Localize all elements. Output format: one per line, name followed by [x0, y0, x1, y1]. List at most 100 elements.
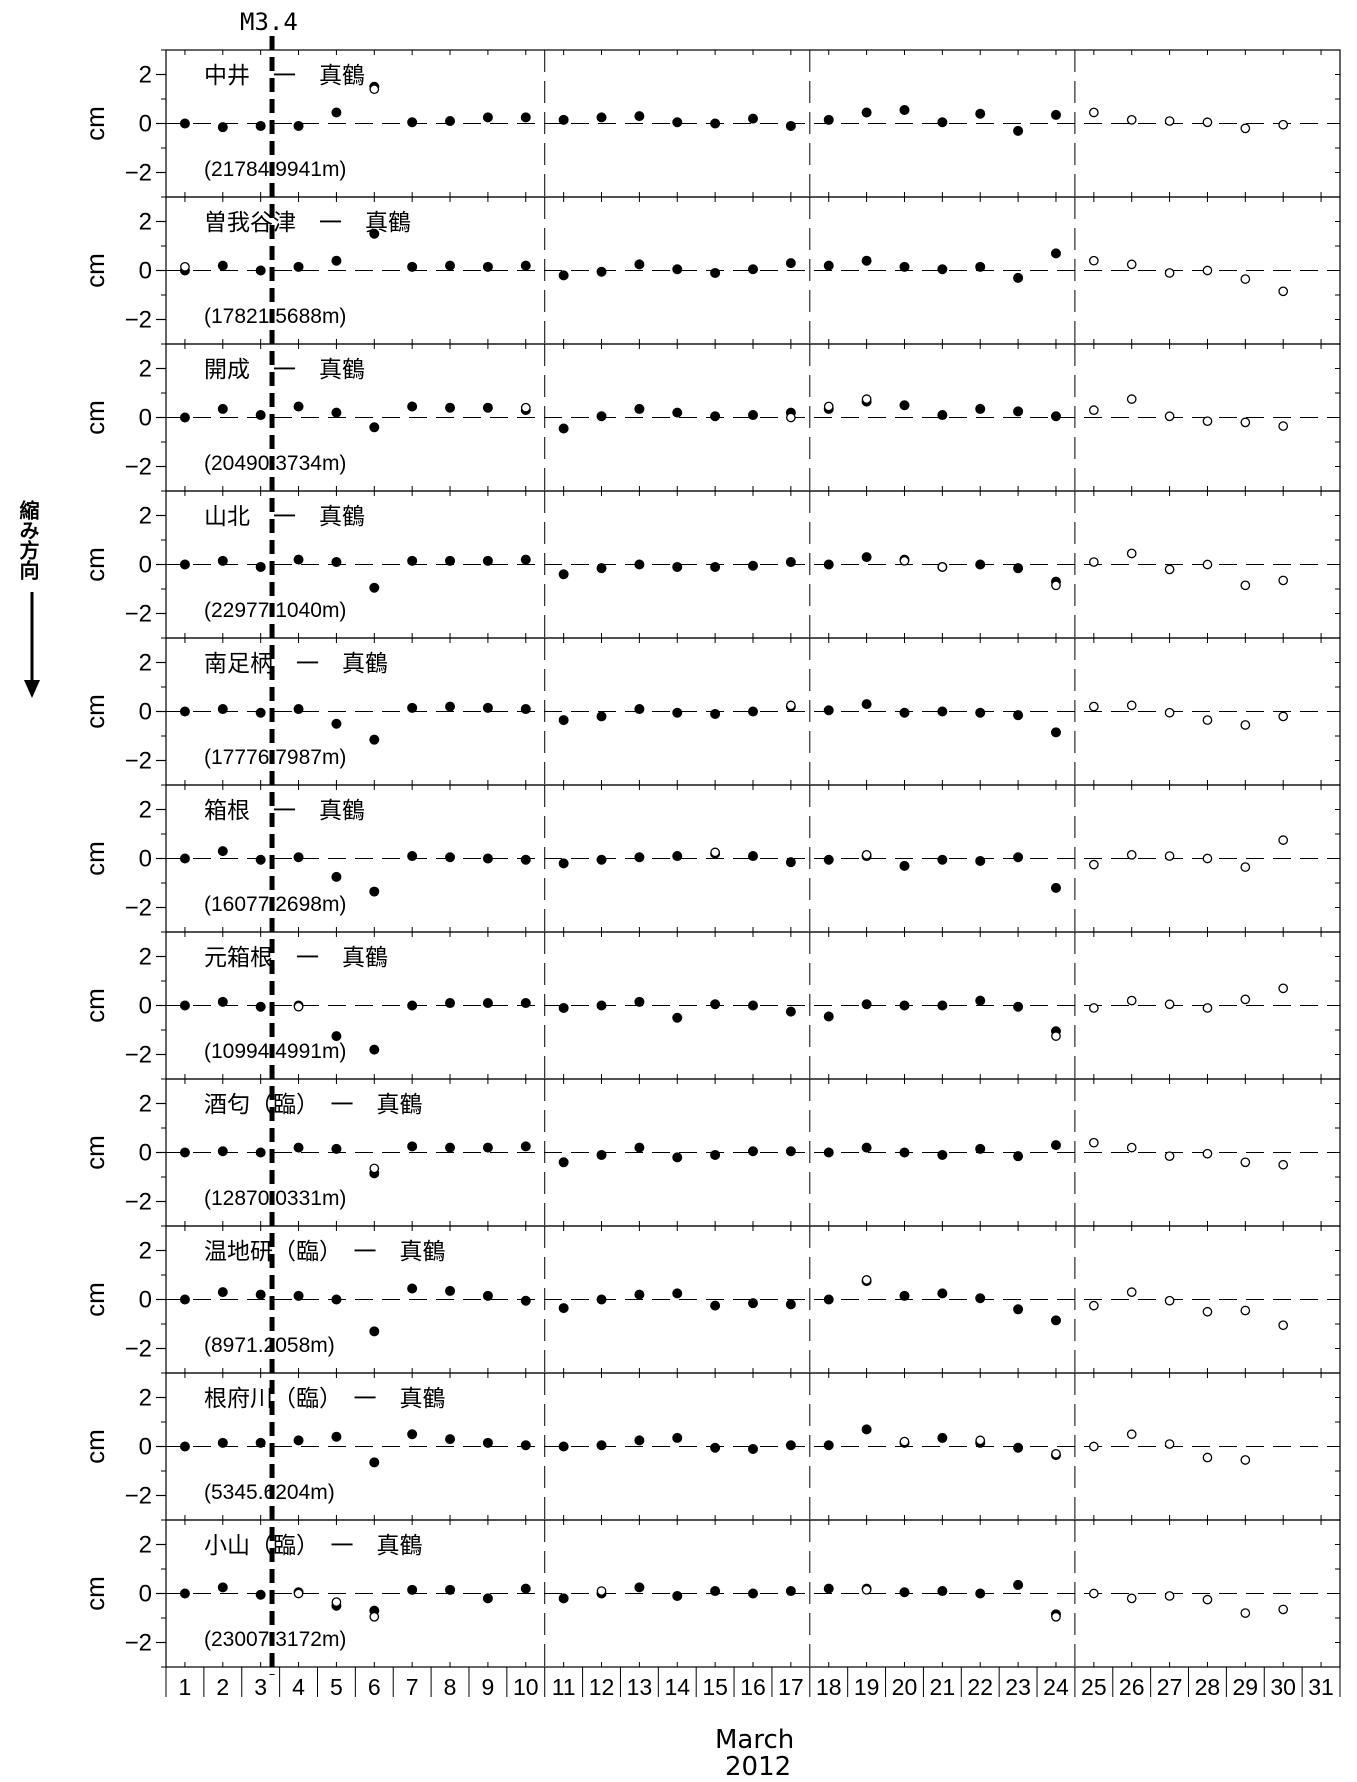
data-point-filled — [217, 1146, 228, 1157]
data-point-open — [1164, 1295, 1175, 1306]
x-tick-label: 29 — [1233, 1674, 1259, 1700]
panel-distance: (16077.2698m) — [204, 893, 346, 916]
data-point-filled — [179, 1294, 190, 1305]
data-point-filled — [369, 734, 380, 745]
x-tick-label: 21 — [930, 1674, 956, 1700]
event-label: M3.4 — [240, 8, 298, 36]
data-point-filled — [255, 561, 266, 572]
panel-distance: (12870.0331m) — [204, 1187, 346, 1210]
data-point-open — [1202, 416, 1213, 427]
data-point-open — [1164, 268, 1175, 278]
data-point-open — [1240, 274, 1251, 284]
panel: 2 0 −2 cm 曽我谷津 一 真鶴 (17821.5688m) — [80, 196, 1341, 345]
data-point-filled — [482, 853, 493, 864]
data-point-filled — [975, 855, 986, 866]
data-point-open — [1164, 1591, 1175, 1601]
data-point-open — [1126, 700, 1137, 711]
data-point-open — [937, 562, 948, 572]
x-tick-label: 4 — [292, 1674, 305, 1700]
data-point-filled — [861, 552, 872, 563]
data-point-filled — [520, 1295, 531, 1306]
data-point-filled — [1013, 1304, 1024, 1315]
data-point-filled — [975, 1588, 986, 1599]
data-point-filled — [179, 1000, 190, 1011]
panel-distance: (20490.3734m) — [204, 452, 346, 475]
data-point-open — [1126, 995, 1137, 1006]
data-point-filled — [293, 120, 304, 131]
panel-distance: (22977.1040m) — [204, 599, 346, 622]
data-point-open — [861, 849, 872, 860]
data-point-filled — [748, 560, 758, 571]
data-point-open — [861, 1584, 872, 1595]
x-tick-label: 1 — [179, 1674, 192, 1700]
panels-group: 2 0 −2 cm 中井 一 真鶴 (21784.9941m) 2 0 −2 cm 曽我谷津 一 真… — [80, 49, 1341, 1668]
y-unit-label: cm — [80, 988, 110, 1023]
data-point-filled — [937, 1000, 948, 1011]
panel: 2 0 −2 cm 酒匂（臨） 一 真鶴 (12870.0331m) — [80, 1078, 1341, 1227]
data-point-filled — [899, 261, 910, 272]
data-point-filled — [748, 113, 758, 124]
data-point-filled — [634, 559, 645, 570]
data-point-filled — [520, 704, 531, 715]
data-point-open — [1240, 862, 1251, 872]
data-point-filled — [520, 260, 531, 271]
data-point-open — [1202, 1306, 1213, 1317]
x-tick-label: 11 — [552, 1674, 576, 1700]
data-point-open — [861, 394, 872, 404]
data-point-open — [1088, 107, 1099, 118]
data-point-filled — [482, 1142, 493, 1153]
data-point-open — [1088, 859, 1099, 870]
data-point-filled — [634, 704, 645, 715]
data-point-filled — [445, 1142, 456, 1153]
panel-distance: (21784.9941m) — [204, 158, 346, 181]
data-point-filled — [331, 107, 342, 118]
y-tick-label: −2 — [125, 160, 152, 187]
y-tick-label: 2 — [139, 503, 152, 530]
data-point-filled — [672, 1152, 683, 1163]
data-point-filled — [823, 559, 834, 570]
data-point-filled — [331, 557, 342, 568]
x-tick-label: 16 — [740, 1674, 766, 1700]
x-tick-label: 19 — [854, 1674, 880, 1700]
data-point-filled — [1050, 1140, 1061, 1151]
data-point-open — [1240, 720, 1251, 730]
data-point-filled — [1013, 1001, 1024, 1012]
data-point-open — [861, 1275, 872, 1285]
data-point-filled — [179, 1588, 190, 1599]
data-point-open — [520, 402, 531, 413]
data-point-open — [1278, 1320, 1289, 1331]
data-point-filled — [785, 1440, 796, 1451]
x-tick-label: 18 — [816, 1674, 842, 1700]
y-tick-label: 2 — [139, 1238, 152, 1265]
data-point-open — [1088, 1003, 1099, 1013]
data-point-open — [1164, 707, 1175, 718]
x-axis: 1 2 3 4 5 6 7 8 9 10 11 12 13 14 15 16 17 18 19 20 21 22 23 24 2… — [165, 1667, 1341, 1700]
data-point-open — [1088, 405, 1099, 415]
y-unit-label: cm — [80, 1576, 110, 1611]
data-point-filled — [937, 854, 948, 865]
panel-distance: (10994.4991m) — [204, 1040, 346, 1063]
panel-title: 根府川（臨） 一 真鶴 — [204, 1386, 446, 1412]
data-point-open — [1126, 394, 1137, 404]
data-point-filled — [823, 705, 834, 716]
data-point-filled — [1050, 109, 1061, 120]
y-tick-label: 0 — [139, 405, 152, 432]
data-point-filled — [179, 118, 190, 129]
data-point-filled — [748, 1000, 758, 1011]
data-point-filled — [975, 707, 986, 718]
data-point-filled — [217, 846, 228, 857]
data-point-filled — [823, 1440, 834, 1451]
data-point-filled — [482, 112, 493, 123]
panel-title: 温地研（臨） 一 真鶴 — [204, 1239, 446, 1265]
data-point-filled — [899, 105, 910, 116]
data-point-open — [1164, 411, 1175, 422]
data-point-filled — [748, 1298, 758, 1309]
data-point-filled — [179, 853, 190, 864]
data-point-open — [180, 261, 190, 272]
y-tick-label: 2 — [139, 62, 152, 89]
y-tick-label: 0 — [139, 1581, 152, 1608]
data-point-filled — [407, 1283, 418, 1294]
data-point-filled — [179, 559, 190, 570]
data-point-filled — [369, 582, 380, 593]
data-point-filled — [861, 255, 872, 266]
